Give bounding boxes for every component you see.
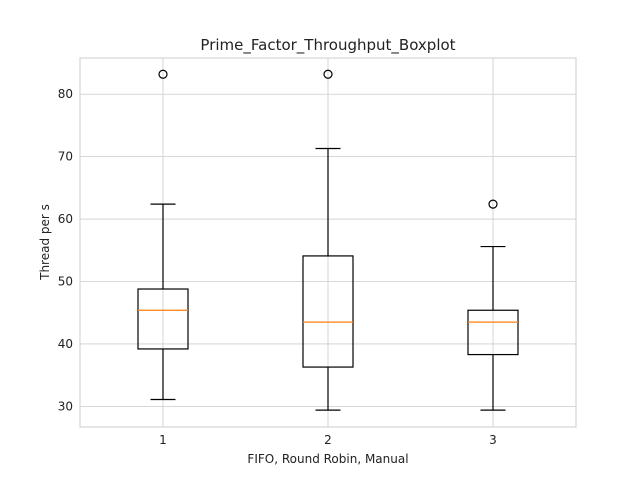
y-tick-label: 30 <box>58 399 73 413</box>
box <box>137 288 189 350</box>
axes-frame <box>79 57 577 428</box>
y-axis: 30 40 50 60 70 80 <box>58 87 73 413</box>
box <box>467 309 519 356</box>
x-axis-label: FIFO, Round Robin, Manual <box>247 452 408 466</box>
y-tick-label: 40 <box>58 337 73 351</box>
outlier-point <box>158 69 168 79</box>
outlier-point <box>323 69 333 79</box>
box-group-3 <box>467 199 519 411</box>
box <box>302 255 354 368</box>
x-tick-label: 1 <box>159 433 167 447</box>
x-tick-label: 3 <box>489 433 497 447</box>
y-tick-label: 50 <box>58 275 73 289</box>
x-tick-label: 2 <box>324 433 332 447</box>
chart-title: Prime_Factor_Throughput_Boxplot <box>200 36 455 55</box>
y-axis-label: Thread per s <box>38 204 52 281</box>
y-tick-label: 80 <box>58 87 73 101</box>
box-group-2 <box>302 69 354 411</box>
y-tick-label: 70 <box>58 150 73 164</box>
plot-area <box>137 69 519 411</box>
x-axis: 1 2 3 <box>159 433 497 447</box>
y-tick-label: 60 <box>58 212 73 226</box>
box-group-1 <box>137 69 189 401</box>
outlier-point <box>488 199 498 209</box>
